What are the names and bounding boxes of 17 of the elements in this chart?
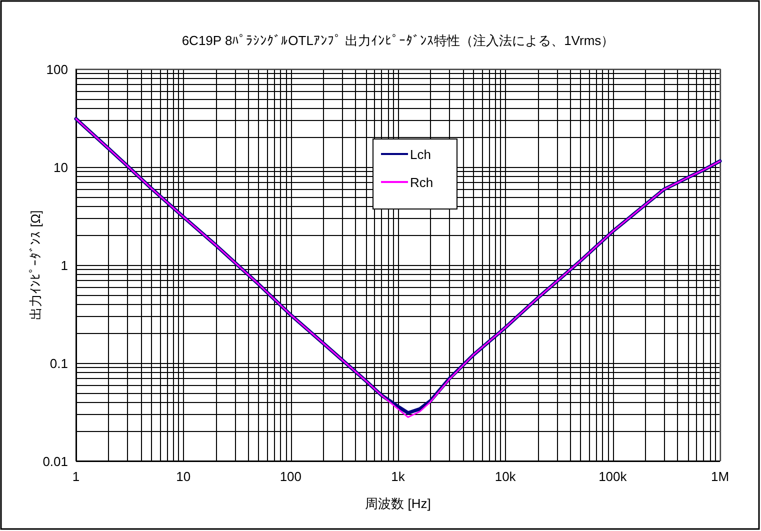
chart-title: 6C19P 8ﾊﾟﾗｼﾝｸﾞﾙOTLｱﾝﾌﾟ 出力ｲﾝﾋﾟｰﾀﾞﾝｽ特性（注入法による、1Vrms） bbox=[182, 33, 614, 48]
x-axis-title: 周波数 [Hz] bbox=[365, 496, 431, 511]
x-tick-label: 10k bbox=[494, 469, 516, 484]
y-tick-label: 0.01 bbox=[42, 454, 68, 469]
x-tick-label: 100 bbox=[280, 469, 302, 484]
x-tick-label: 1 bbox=[72, 469, 80, 484]
x-tick-label: 1M bbox=[710, 469, 730, 484]
x-tick-label: 1k bbox=[391, 469, 406, 484]
x-tick-label: 100k bbox=[598, 469, 628, 484]
y-tick-label: 0.1 bbox=[50, 356, 68, 371]
legend-label: Lch bbox=[410, 147, 431, 162]
y-tick-label: 10 bbox=[54, 160, 68, 175]
y-tick-label: 1 bbox=[60, 258, 68, 273]
y-tick-label: 100 bbox=[46, 62, 68, 77]
x-tick-label: 10 bbox=[176, 469, 191, 484]
y-axis-title: 出力ｲﾝﾋﾟｰﾀﾞﾝｽ [Ω] bbox=[28, 210, 43, 320]
legend-label: Rch bbox=[410, 175, 434, 190]
